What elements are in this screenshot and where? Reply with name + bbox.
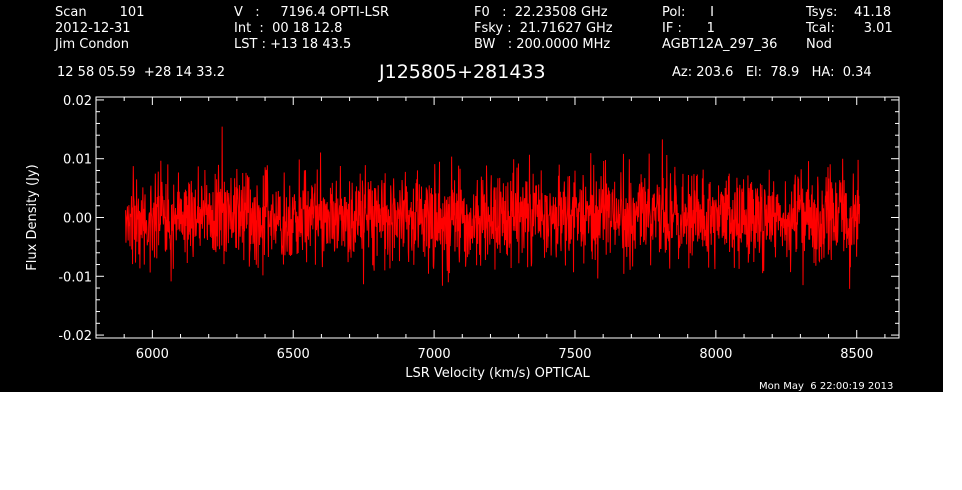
date-label: 2012-12-31 bbox=[55, 21, 131, 36]
tsys-label: Tsys: 41.18 bbox=[806, 5, 892, 20]
x-tick-label: 8000 bbox=[699, 347, 732, 362]
spectrum-trace-group bbox=[125, 126, 861, 289]
lst-label: LST : +13 18 43.5 bbox=[234, 37, 352, 52]
y-tick-label: 0.01 bbox=[63, 153, 92, 168]
if-label: IF : 1 bbox=[662, 21, 715, 36]
x-tick-label: 7500 bbox=[558, 347, 591, 362]
integration-label: Int : 00 18 12.8 bbox=[234, 21, 343, 36]
source-name: J125805+281433 bbox=[379, 61, 546, 83]
x-tick-label: 8500 bbox=[840, 347, 873, 362]
polarization-label: Pol: I bbox=[662, 5, 714, 20]
az-el-ha-label: Az: 203.6 El: 78.9 HA: 0.34 bbox=[672, 65, 872, 80]
spectrum-line bbox=[125, 126, 861, 289]
tcal-label: Tcal: 3.01 bbox=[806, 21, 893, 36]
x-tick-label: 6500 bbox=[277, 347, 310, 362]
y-tick-label: -0.02 bbox=[58, 329, 92, 344]
procedure-label: Nod bbox=[806, 37, 832, 52]
spectrum-chart: 6000 6500 7000 7500 8000 8500 -0.02 -0.01 0.00 0.… bbox=[25, 94, 900, 381]
project-label: AGBT12A_297_36 bbox=[662, 37, 778, 52]
scan-label: Scan 101 bbox=[55, 5, 145, 20]
sky-frequency-label: Fsky : 21.71627 GHz bbox=[474, 21, 613, 36]
bandwidth-label: BW : 200.0000 MHz bbox=[474, 37, 611, 52]
axis-ticks bbox=[95, 97, 899, 338]
y-axis-title: Flux Density (Jy) bbox=[25, 164, 40, 270]
x-tick-label: 7000 bbox=[418, 347, 451, 362]
coordinates-label: 12 58 05.59 +28 14 33.2 bbox=[57, 65, 226, 80]
timestamp-label: Mon May 6 22:00:19 2013 bbox=[759, 381, 894, 392]
x-axis-title: LSR Velocity (km/s) OPTICAL bbox=[405, 366, 590, 381]
y-tick-label: 0.00 bbox=[63, 212, 92, 227]
rest-frequency-label: F0 : 22.23508 GHz bbox=[474, 5, 608, 20]
y-tick-label: -0.01 bbox=[58, 270, 92, 285]
observer-label: Jim Condon bbox=[55, 37, 129, 52]
y-tick-label: 0.02 bbox=[63, 94, 92, 109]
axis-labels: 6000 6500 7000 7500 8000 8500 -0.02 -0.01 0.00 0.… bbox=[25, 94, 873, 381]
velocity-label: V : 7196.4 OPTI-LSR bbox=[234, 5, 390, 20]
x-tick-label: 6000 bbox=[136, 347, 169, 362]
